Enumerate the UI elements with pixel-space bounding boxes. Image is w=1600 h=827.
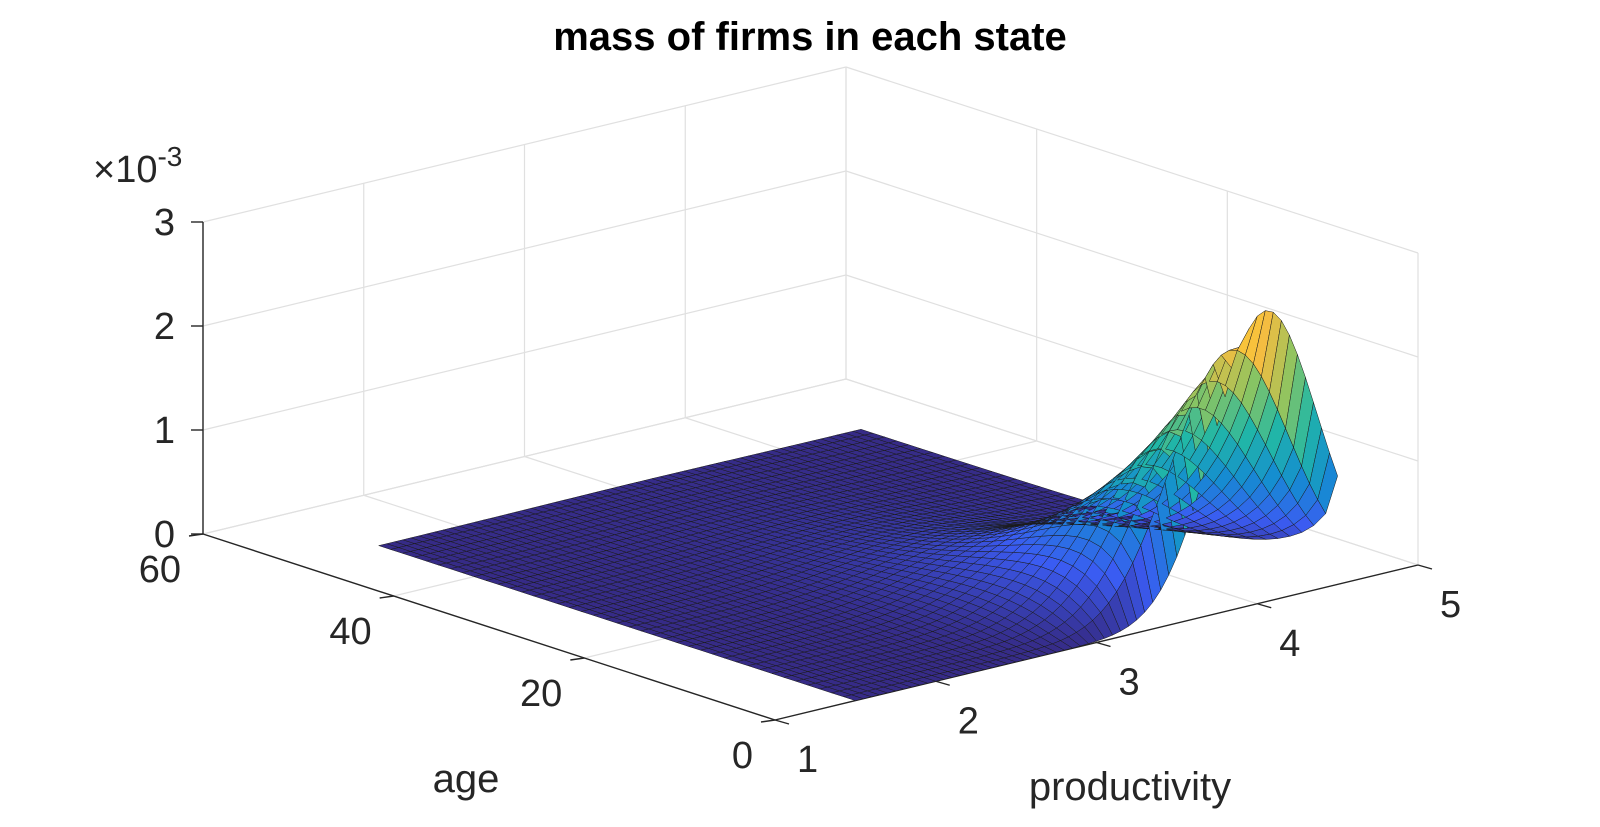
grid-line (845, 274, 1419, 462)
x-tick (774, 719, 790, 725)
y-axis-line (202, 533, 776, 721)
z-tick-label: 2 (154, 306, 175, 348)
grid-line (202, 66, 847, 223)
surface-patch (1317, 452, 1338, 515)
grid-line (202, 378, 847, 535)
x-tick (1257, 603, 1272, 609)
grid-line (845, 66, 1419, 254)
grid-line (845, 170, 1419, 358)
z-tick-label: 3 (154, 202, 175, 244)
x-tick (1417, 564, 1433, 570)
y-tick-label: 20 (520, 673, 562, 715)
y-tick-label: 60 (139, 549, 181, 591)
y-axis-label: age (433, 757, 500, 801)
x-tick (1096, 641, 1111, 648)
y-tick (379, 595, 394, 599)
x-tick-label: 1 (797, 739, 818, 781)
x-tick-label: 3 (1119, 662, 1140, 704)
y-tick (760, 719, 776, 723)
chart-title: mass of firms in each state (553, 15, 1067, 59)
y-tick (570, 657, 585, 661)
y-tick-label: 0 (732, 735, 753, 777)
grid-line (202, 274, 847, 431)
z-exponent-label: ×10-3 (93, 141, 182, 191)
y-tick-label: 40 (329, 611, 371, 653)
x-tick-label: 2 (958, 700, 979, 742)
x-tick-label: 5 (1440, 584, 1461, 626)
z-tick-label: 0 (154, 514, 175, 556)
z-tick-label: 1 (154, 410, 175, 452)
x-tick (935, 680, 950, 686)
surface-mesh (377, 310, 1338, 701)
x-tick-label: 4 (1279, 623, 1300, 665)
grid-line (202, 170, 847, 327)
x-axis-label: productivity (1029, 765, 1231, 809)
